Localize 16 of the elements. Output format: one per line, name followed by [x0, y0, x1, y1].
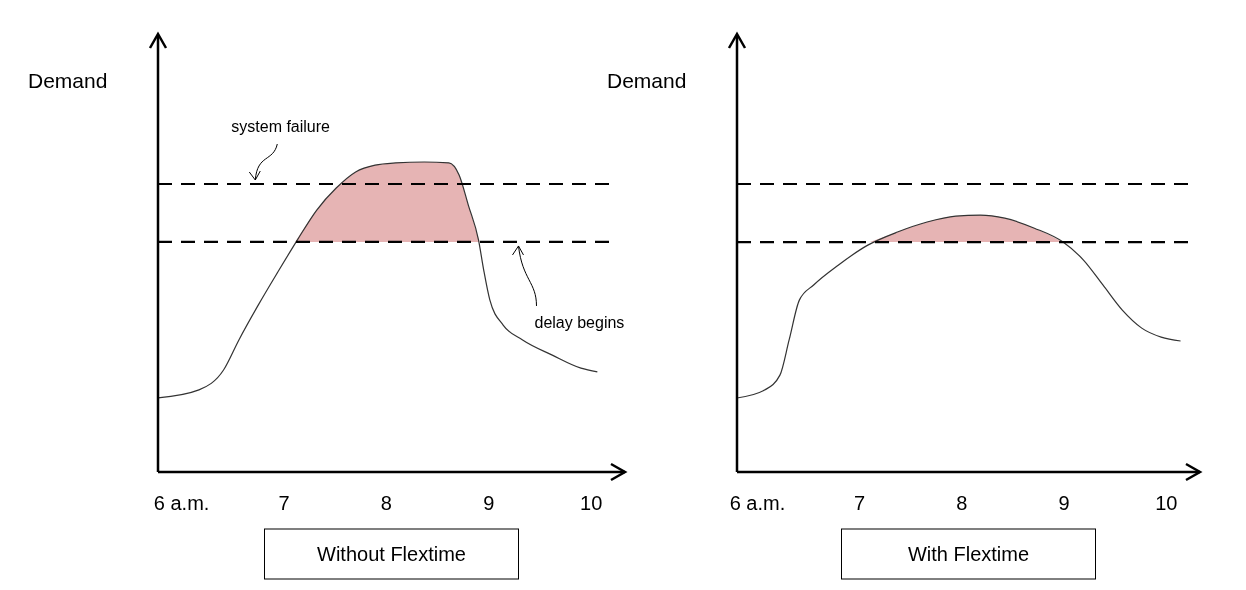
x-tick-label: 8: [956, 492, 968, 514]
x-tick-label: 10: [580, 492, 603, 514]
x-tick-label: 10: [1155, 492, 1178, 514]
x-tick-label: 7: [278, 492, 290, 514]
text: With Flextime: [907, 543, 1030, 565]
x-tick-label: 6 a.m.: [153, 492, 210, 514]
x-tick-label: 6 a.m.: [729, 492, 786, 514]
y-axis-title: Demand: [607, 69, 687, 92]
x-tick-label: 8: [380, 492, 392, 514]
x-tick-label: 7: [854, 492, 866, 514]
x-tick-label: 9: [1058, 492, 1070, 514]
y-axis-title: Demand: [28, 69, 108, 92]
annotation: delay begins: [534, 313, 625, 331]
annotation: system failure: [231, 118, 331, 135]
text: Without Flextime: [317, 543, 466, 565]
x-tick-label: 9: [483, 492, 495, 514]
